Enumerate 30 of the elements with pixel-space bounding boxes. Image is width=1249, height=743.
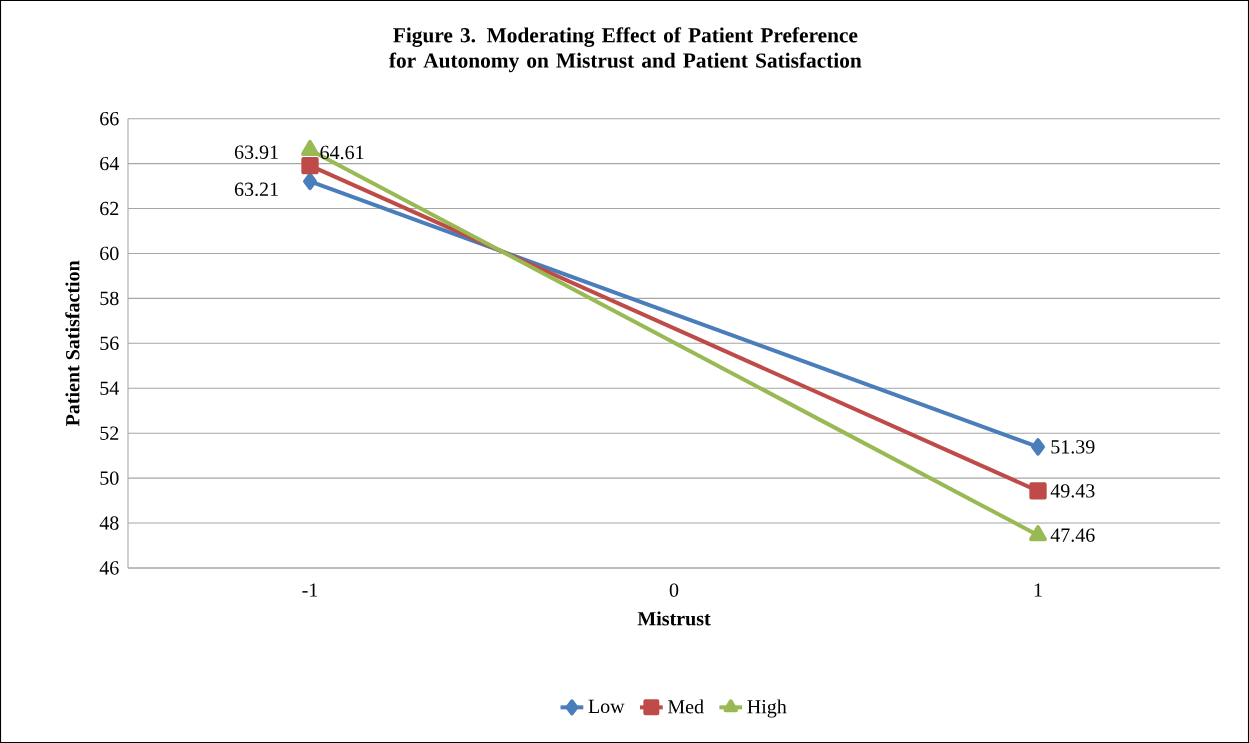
data-label: 63.21 xyxy=(234,182,278,197)
x-tick-label: -1 xyxy=(302,583,318,597)
y-tick-label: 48 xyxy=(99,516,119,530)
y-tick-label: 50 xyxy=(100,471,119,485)
y-tick-label: 54 xyxy=(100,381,119,395)
x-tick-label: 0 xyxy=(669,583,679,597)
y-tick-label: 56 xyxy=(100,336,119,351)
y-tick-label: 66 xyxy=(100,111,119,126)
y-tick-label: 46 xyxy=(99,561,119,575)
y-tick-label: 52 xyxy=(100,426,119,440)
chart-title: Figure 3. Moderating Effect of Patient Preference for Autonomy on Mistrust and Patient Satisfaction xyxy=(389,27,862,73)
data-label: 63.91 xyxy=(234,145,278,160)
point xyxy=(301,156,319,175)
point xyxy=(1031,438,1046,456)
legend-label: High xyxy=(747,699,787,718)
x-tick-label: 1 xyxy=(1034,583,1042,597)
legend-label: Med xyxy=(667,699,704,714)
y-tick-label: 58 xyxy=(100,291,119,306)
data-label: 64.61 xyxy=(320,145,364,160)
point xyxy=(1029,482,1047,500)
point xyxy=(303,172,317,191)
legend-label: Low xyxy=(588,699,625,714)
x-axis-title: Mistrust xyxy=(637,611,711,626)
data-label: 47.46 xyxy=(1050,528,1095,542)
data-label: 49.43 xyxy=(1050,484,1095,498)
y-tick-label: 60 xyxy=(100,246,119,261)
y-tick-label: 64 xyxy=(100,156,119,171)
y-axis-title: Patient Satisfaction xyxy=(65,260,80,427)
y-tick-label: 62 xyxy=(100,201,119,216)
data-label: 51.39 xyxy=(1051,440,1095,454)
